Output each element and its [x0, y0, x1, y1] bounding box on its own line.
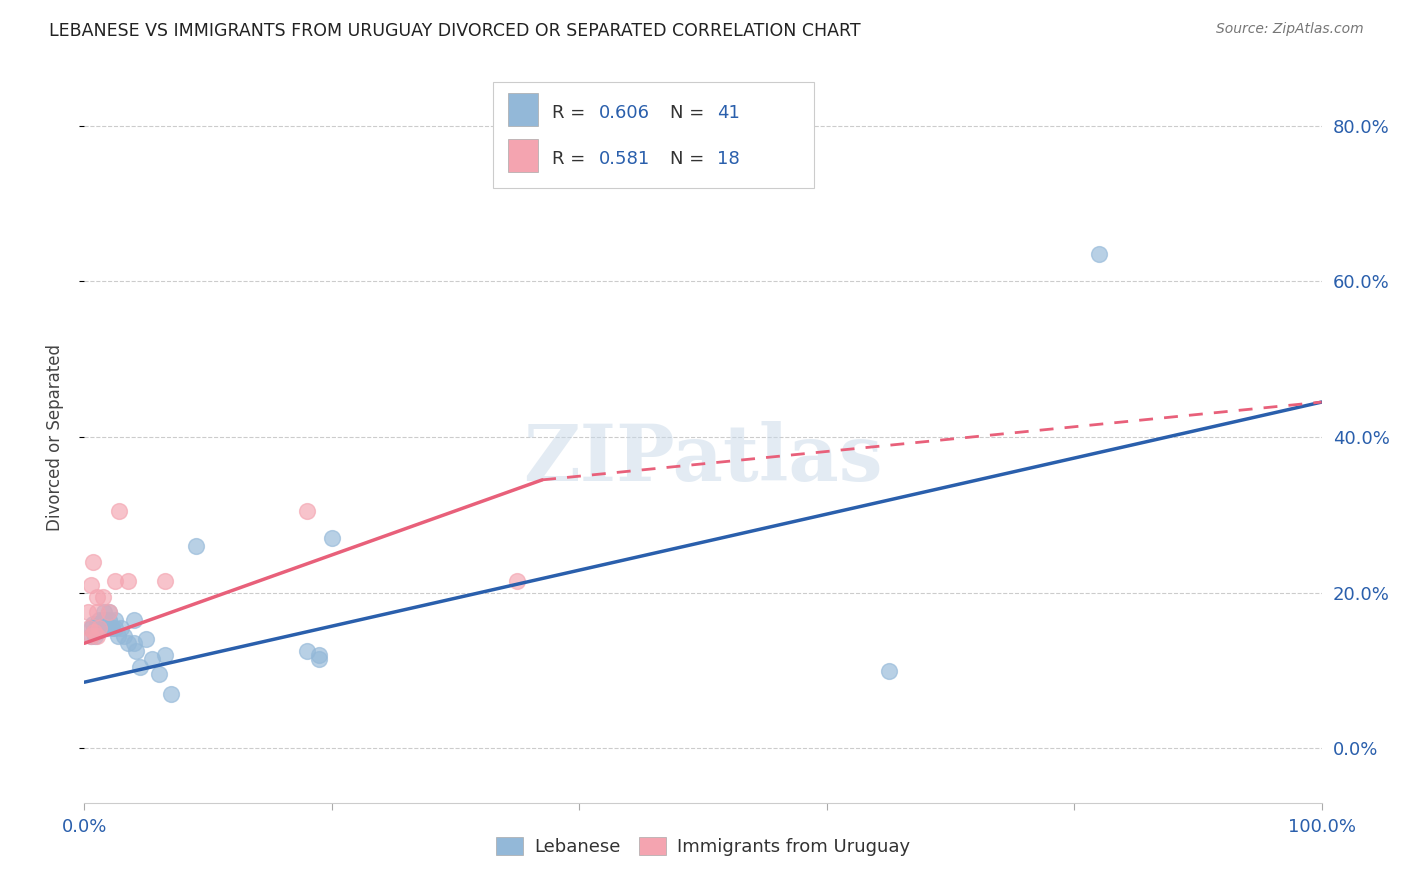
Bar	[508, 139, 538, 172]
Point	[506, 574, 529, 588]
Text: 0.581: 0.581	[599, 150, 651, 168]
Point	[79, 628, 101, 642]
Point	[98, 605, 121, 619]
Point	[93, 605, 115, 619]
Point	[122, 613, 145, 627]
Text: ZIPatlas: ZIPatlas	[523, 421, 883, 497]
Y-axis label: Divorced or Separated: Divorced or Separated	[45, 343, 63, 531]
Point	[160, 687, 183, 701]
Point	[86, 621, 108, 635]
Point	[125, 644, 148, 658]
Point	[104, 613, 127, 627]
Point	[122, 636, 145, 650]
Text: 18: 18	[717, 150, 740, 168]
Point	[89, 621, 111, 635]
Point	[104, 621, 127, 635]
Point	[107, 628, 129, 642]
Point	[77, 605, 100, 619]
Point	[108, 504, 131, 518]
Point	[89, 613, 111, 627]
Point	[79, 628, 101, 642]
Point	[308, 652, 330, 666]
Point	[148, 667, 170, 681]
Point	[117, 636, 139, 650]
Point	[112, 628, 135, 642]
Point	[1088, 247, 1111, 261]
Point	[308, 648, 330, 662]
Point	[83, 624, 105, 639]
Point	[153, 574, 176, 588]
Point	[94, 613, 117, 627]
Point	[79, 621, 101, 635]
Point	[321, 531, 343, 545]
Point	[91, 621, 114, 635]
Point	[295, 644, 318, 658]
Legend: Lebanese, Immigrants from Uruguay: Lebanese, Immigrants from Uruguay	[489, 830, 917, 863]
Point	[79, 621, 101, 635]
Point	[86, 590, 108, 604]
Point	[84, 628, 107, 642]
Point	[86, 624, 108, 639]
Point	[104, 574, 127, 588]
Point	[98, 605, 121, 619]
Text: LEBANESE VS IMMIGRANTS FROM URUGUAY DIVORCED OR SEPARATED CORRELATION CHART: LEBANESE VS IMMIGRANTS FROM URUGUAY DIVO…	[49, 22, 860, 40]
Point	[98, 613, 121, 627]
Point	[82, 555, 104, 569]
Text: Source: ZipAtlas.com: Source: ZipAtlas.com	[1216, 22, 1364, 37]
Point	[89, 616, 111, 631]
Point	[100, 621, 122, 635]
Text: R =: R =	[553, 104, 591, 122]
Point	[117, 574, 139, 588]
Point	[79, 578, 101, 592]
Text: N =: N =	[669, 104, 710, 122]
Point	[153, 648, 176, 662]
Point	[83, 624, 105, 639]
Point	[877, 664, 900, 678]
Point	[82, 616, 104, 631]
Point	[110, 621, 132, 635]
Bar	[492, 82, 814, 188]
Point	[86, 616, 108, 631]
Point	[184, 539, 207, 553]
Point	[91, 613, 114, 627]
Text: R =: R =	[553, 150, 591, 168]
Point	[135, 632, 157, 647]
Point	[91, 590, 114, 604]
Point	[295, 504, 318, 518]
Point	[141, 652, 163, 666]
Point	[129, 659, 152, 673]
Point	[86, 628, 108, 642]
Point	[96, 621, 118, 635]
Text: 41: 41	[717, 104, 740, 122]
Text: 0.606: 0.606	[599, 104, 650, 122]
Point	[86, 605, 108, 619]
Text: N =: N =	[669, 150, 710, 168]
Point	[90, 621, 112, 635]
Bar	[508, 94, 538, 127]
